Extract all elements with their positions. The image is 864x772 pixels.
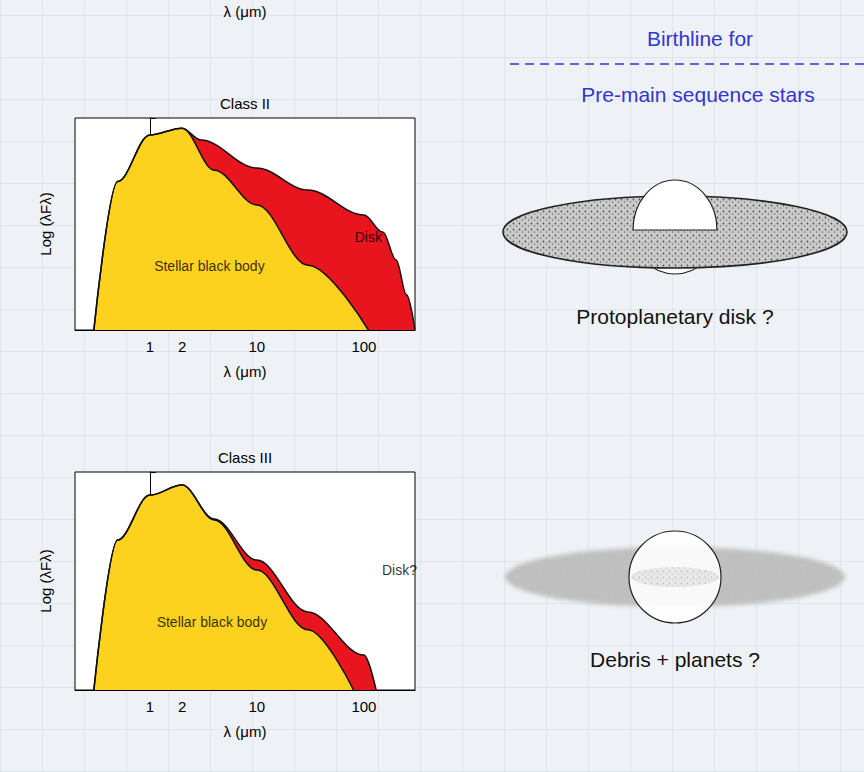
svg-text:Pre-main sequence stars: Pre-main sequence stars bbox=[581, 83, 814, 106]
svg-text:2: 2 bbox=[178, 338, 186, 355]
svg-text:Class III: Class III bbox=[218, 449, 272, 466]
svg-text:2: 2 bbox=[178, 698, 186, 715]
svg-text:Log (λFλ): Log (λFλ) bbox=[37, 192, 54, 255]
svg-text:Birthline for: Birthline for bbox=[647, 27, 753, 50]
svg-text:λ (μm): λ (μm) bbox=[224, 363, 267, 380]
svg-text:1: 1 bbox=[146, 338, 154, 355]
svg-text:Stellar black body: Stellar black body bbox=[154, 258, 265, 274]
svg-text:100: 100 bbox=[351, 698, 376, 715]
svg-text:1: 1 bbox=[146, 698, 154, 715]
svg-text:λ (μm): λ (μm) bbox=[224, 723, 267, 740]
svg-text:Protoplanetary disk ?: Protoplanetary disk ? bbox=[576, 305, 773, 328]
svg-text:10: 10 bbox=[249, 698, 266, 715]
svg-text:Stellar black body: Stellar black body bbox=[157, 614, 268, 630]
svg-text:10: 10 bbox=[249, 338, 266, 355]
svg-text:Log (λFλ): Log (λFλ) bbox=[37, 549, 54, 612]
svg-text:Debris + planets ?: Debris + planets ? bbox=[590, 648, 760, 671]
svg-text:Class II: Class II bbox=[220, 95, 270, 112]
svg-text:Disk: Disk bbox=[355, 229, 383, 245]
svg-text:Disk?: Disk? bbox=[382, 562, 417, 578]
svg-text:100: 100 bbox=[351, 338, 376, 355]
svg-text:λ (μm): λ (μm) bbox=[224, 3, 267, 20]
